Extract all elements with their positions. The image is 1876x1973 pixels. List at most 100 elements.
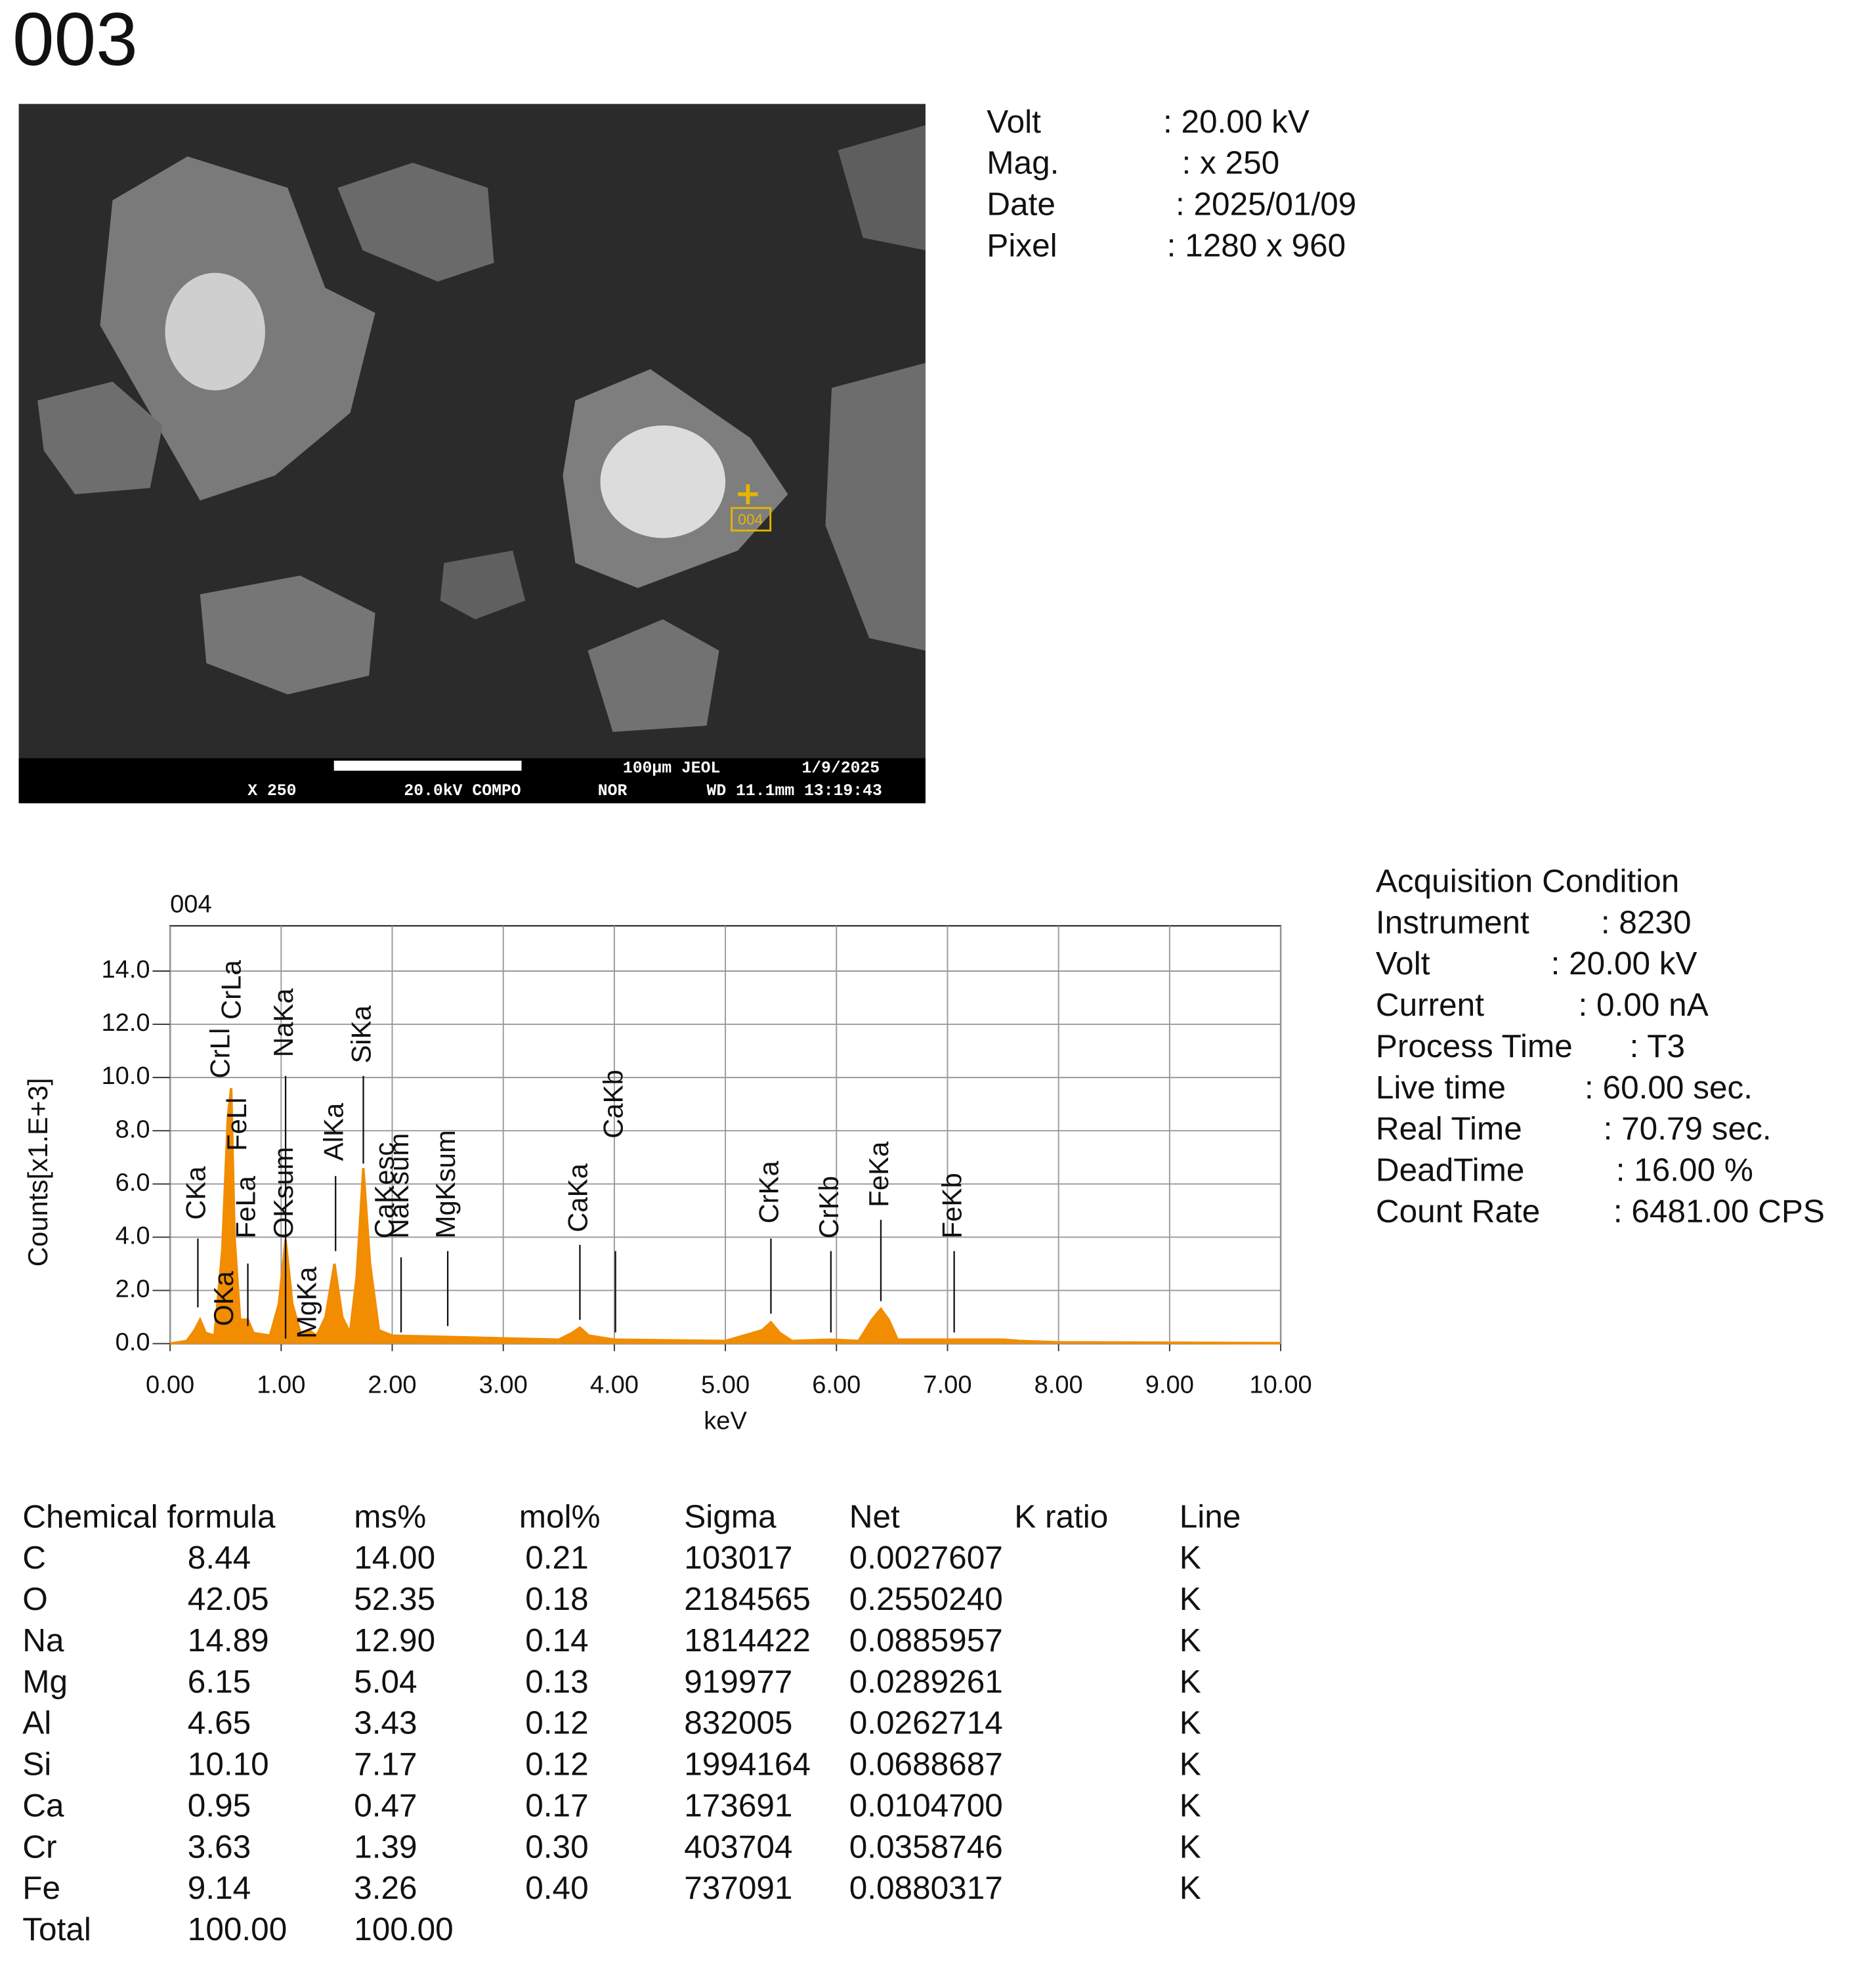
acquisition-value: : 8230 <box>1601 904 1692 940</box>
table-cell: 10.10 <box>188 1746 269 1783</box>
peak-label: CrLl <box>205 1028 236 1079</box>
table-header: K ratio <box>1014 1498 1108 1534</box>
y-tick-label: 0.0 <box>116 1329 150 1356</box>
table-cell: 0.95 <box>188 1787 251 1823</box>
y-tick-label: 6.0 <box>116 1169 150 1196</box>
peak-label: NaKsum <box>383 1133 414 1239</box>
x-tick-label: 3.00 <box>479 1371 528 1398</box>
peak-label: CrLa <box>216 959 247 1020</box>
table-cell: 0.40 <box>525 1870 588 1906</box>
x-tick-label: 7.00 <box>923 1371 971 1398</box>
table-cell: O <box>22 1581 48 1617</box>
table-cell: 173691 <box>684 1787 792 1823</box>
table-cell: Mg <box>22 1664 68 1700</box>
x-axis-label: keV <box>704 1408 747 1435</box>
peak-label: CrKa <box>754 1160 784 1223</box>
table-cell: 7.17 <box>354 1746 417 1783</box>
table-cell: Fe <box>22 1870 60 1906</box>
table-cell: 103017 <box>684 1540 792 1576</box>
y-tick-label: 8.0 <box>116 1116 150 1143</box>
info-bar-text: NOR <box>598 782 628 800</box>
acquisition-label: Instrument <box>1376 904 1529 940</box>
table-cell: 0.17 <box>525 1787 588 1823</box>
particle <box>825 362 926 651</box>
image-info: Volt: 20.00 kV Mag.: x 250 Date: 2025/01/0… <box>987 104 1356 264</box>
x-tick-label: 9.00 <box>1145 1371 1194 1398</box>
table-cell: 0.0885957 <box>849 1622 1003 1659</box>
table-cell: 0.30 <box>525 1829 588 1865</box>
acquisition-label: Current <box>1376 987 1484 1023</box>
table-cell: 737091 <box>684 1870 792 1906</box>
table-cell: 0.0104700 <box>849 1787 1003 1823</box>
table-cell: 12.90 <box>354 1622 435 1659</box>
info-label: Date <box>987 186 1055 223</box>
sem-image: 004 <box>18 104 926 804</box>
x-tick-label: 0.00 <box>146 1371 194 1398</box>
y-tick-label: 12.0 <box>101 1009 150 1037</box>
peak-label: CaKb <box>598 1070 629 1138</box>
table-cell: 0.21 <box>525 1540 588 1576</box>
particle-core <box>165 272 265 391</box>
x-tick-label: 10.00 <box>1249 1371 1311 1398</box>
table-cell: K <box>1180 1829 1201 1865</box>
table-cell: 0.2550240 <box>849 1581 1003 1617</box>
table-cell: 3.43 <box>354 1705 417 1741</box>
acquisition-label: Count Rate <box>1376 1193 1540 1229</box>
peak-label: MgKa <box>291 1267 322 1339</box>
y-tick-label: 10.0 <box>101 1062 150 1090</box>
info-label: Volt <box>987 104 1041 140</box>
table-cell: K <box>1180 1705 1201 1741</box>
table-header: Net <box>849 1498 900 1534</box>
peak-label: CaKa <box>563 1163 593 1232</box>
table-header: Chemical formula <box>22 1498 276 1534</box>
peak-label: FeKb <box>937 1173 968 1238</box>
table-cell: 4.65 <box>188 1705 251 1741</box>
acquisition-label: Volt <box>1376 945 1430 982</box>
table-cell: 0.0262714 <box>849 1705 1003 1741</box>
info-value: : 2025/01/09 <box>1176 186 1356 223</box>
acquisition-value: : 0.00 nA <box>1579 987 1709 1023</box>
peak-label: AlKa <box>318 1102 349 1161</box>
info-value: : x 250 <box>1182 145 1280 181</box>
acquisition-value: : 60.00 sec. <box>1585 1070 1753 1106</box>
table-cell: 0.0289261 <box>849 1664 1003 1700</box>
acquisition-label: Live time <box>1376 1070 1506 1106</box>
info-value: : 1280 x 960 <box>1167 227 1346 263</box>
result-table: Chemical formula ms% mol% Sigma Net K ratio Li… <box>22 1498 1241 1947</box>
table-cell: 0.18 <box>525 1581 588 1617</box>
table-cell: Ca <box>22 1787 64 1823</box>
info-label: Mag. <box>987 145 1059 181</box>
particle-core <box>600 425 726 538</box>
table-cell: 2184565 <box>684 1581 811 1617</box>
table-cell: K <box>1180 1581 1201 1617</box>
x-tick-label: 1.00 <box>257 1371 305 1398</box>
table-cell: 0.0688687 <box>849 1746 1003 1783</box>
area-fill <box>170 1088 1281 1344</box>
table-cell: 0.0358746 <box>849 1829 1003 1865</box>
table-cell: 0.13 <box>525 1664 588 1700</box>
info-bar-text: WD 11.1mm 13:19:43 <box>707 782 882 800</box>
table-cell: K <box>1180 1746 1201 1783</box>
table-cell: 1814422 <box>684 1622 811 1659</box>
particle <box>200 575 375 695</box>
table-cell: 42.05 <box>188 1581 269 1617</box>
table-cell: Cr <box>22 1829 56 1865</box>
table-cell: 8.44 <box>188 1540 251 1576</box>
chart-title: 004 <box>170 891 212 919</box>
table-cell: 0.0880317 <box>849 1870 1003 1906</box>
table-cell: 832005 <box>684 1705 792 1741</box>
peak-label: CKa <box>181 1166 211 1220</box>
table-cell: 3.26 <box>354 1870 417 1906</box>
info-label: Pixel <box>987 227 1057 263</box>
table-cell: 1994164 <box>684 1746 811 1783</box>
acquisition-label: Real Time <box>1376 1111 1522 1147</box>
scale-bar <box>333 760 522 771</box>
y-tick-label: 14.0 <box>101 956 150 984</box>
particle <box>838 125 926 251</box>
info-bar-text: 1/9/2025 <box>801 760 880 778</box>
particle <box>37 381 163 494</box>
x-tick-label: 8.00 <box>1034 1371 1083 1398</box>
table-cell: Na <box>22 1622 64 1659</box>
table-header: ms% <box>354 1498 426 1534</box>
